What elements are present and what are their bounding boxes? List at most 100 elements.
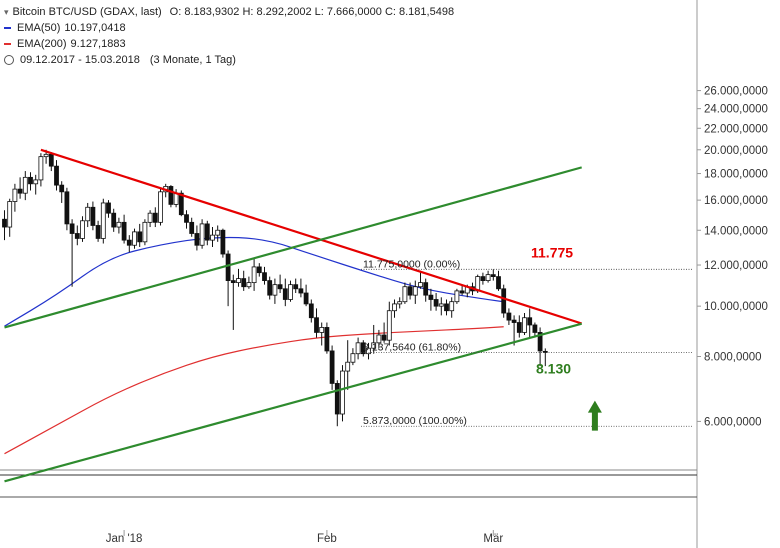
candle-body	[527, 317, 533, 326]
y-tick-label: 6.000,0000	[704, 416, 762, 428]
candle	[69, 219, 75, 287]
candle-body	[537, 332, 543, 352]
candle	[33, 174, 39, 195]
candle-body	[251, 266, 257, 284]
candle-body	[459, 290, 465, 294]
legend-ema50-value: 10.197,0418	[64, 22, 126, 34]
candle-body	[298, 288, 304, 294]
candle	[407, 282, 413, 300]
candle	[340, 365, 345, 422]
up-arrow-icon	[587, 400, 602, 431]
legend-ohlc: O: 8.183,9302 H: 8.292,2002 L: 7.666,000…	[169, 6, 455, 18]
candle	[246, 276, 252, 289]
candle	[158, 187, 163, 226]
candle	[537, 327, 543, 367]
candle-body	[303, 292, 309, 305]
candle-body	[64, 191, 70, 225]
ema50-swatch	[4, 27, 11, 29]
candle	[376, 329, 382, 349]
candle-body	[54, 165, 59, 186]
candle	[454, 288, 460, 304]
candle-body	[28, 176, 33, 185]
legend-period: (3 Monate, 1 Tag)	[149, 54, 236, 66]
candle-body	[147, 212, 153, 223]
candle	[54, 160, 59, 191]
candle	[168, 185, 174, 208]
y-tick-label: 8.000,0000	[704, 352, 762, 364]
candle-body	[376, 334, 382, 344]
candle-body	[267, 280, 273, 296]
candle-body	[496, 276, 501, 290]
candle	[334, 380, 340, 427]
candle	[64, 187, 70, 231]
candle	[522, 313, 527, 335]
y-tick-label: 14.000,0000	[704, 225, 768, 237]
candle	[501, 284, 507, 318]
candle-body	[111, 212, 117, 228]
candle	[386, 301, 392, 346]
candle	[28, 172, 33, 191]
candle-body	[480, 276, 486, 281]
x-tick-label: Feb	[317, 533, 337, 545]
candle	[277, 274, 283, 294]
candle	[293, 278, 299, 294]
candle	[381, 322, 387, 343]
candle-body	[319, 327, 325, 333]
y-tick-label: 12.000,0000	[704, 260, 768, 272]
candle-body	[485, 274, 491, 281]
candle	[418, 270, 423, 289]
candle	[392, 299, 397, 318]
candle-body	[241, 278, 247, 288]
candle-body	[90, 206, 96, 226]
candle	[459, 284, 465, 296]
chart-frame	[0, 0, 698, 548]
candle	[496, 270, 501, 291]
fib-levels: 11.775,0000 (0.00%) 8.137,5640 (61.80%) 5.…	[361, 258, 693, 427]
candle-body	[423, 282, 429, 296]
candle-body	[277, 284, 283, 290]
legend-ema200-label: EMA(200)	[17, 38, 67, 50]
candle	[100, 198, 106, 244]
candle-body	[85, 206, 91, 222]
y-tick-label: 24.000,0000	[704, 104, 768, 116]
candle	[220, 228, 226, 258]
candle-body	[33, 179, 39, 185]
legend-instrument: Bitcoin BTC/USD (GDAX, last)	[12, 6, 162, 18]
candle-body	[438, 303, 444, 307]
candle	[355, 337, 361, 360]
fib-label: 8.137,5640 (61.80%)	[363, 342, 461, 354]
candle-body	[189, 221, 195, 234]
candle	[215, 225, 221, 242]
candle-body	[433, 299, 439, 307]
legend-expand-icon[interactable]: ▾	[4, 7, 9, 17]
candle	[360, 340, 366, 357]
candle	[423, 278, 429, 302]
candle-body	[490, 274, 496, 277]
y-tick-label: 20.000,0000	[704, 145, 768, 157]
candle-body	[324, 327, 330, 352]
candle-body	[178, 192, 184, 216]
candle	[7, 198, 13, 237]
candle	[116, 217, 122, 234]
candle-body	[522, 317, 527, 333]
candle-body	[329, 350, 335, 384]
candle	[59, 181, 65, 203]
legend-ema200-value: 9.127,1883	[70, 38, 126, 50]
y-tick-label: 10.000,0000	[704, 301, 768, 313]
candle-body	[152, 212, 158, 223]
candle-body	[454, 290, 460, 303]
candle	[17, 177, 23, 199]
candle-body	[95, 225, 101, 239]
candle-body	[334, 383, 340, 415]
candle	[412, 280, 418, 304]
candle	[80, 216, 85, 242]
candle-body	[17, 188, 23, 194]
candle-body	[386, 310, 392, 341]
candle	[324, 322, 330, 354]
candle-body	[116, 221, 122, 228]
candle-body	[501, 288, 507, 314]
candle	[438, 297, 444, 316]
candle	[2, 210, 7, 241]
candle-body	[48, 153, 54, 167]
